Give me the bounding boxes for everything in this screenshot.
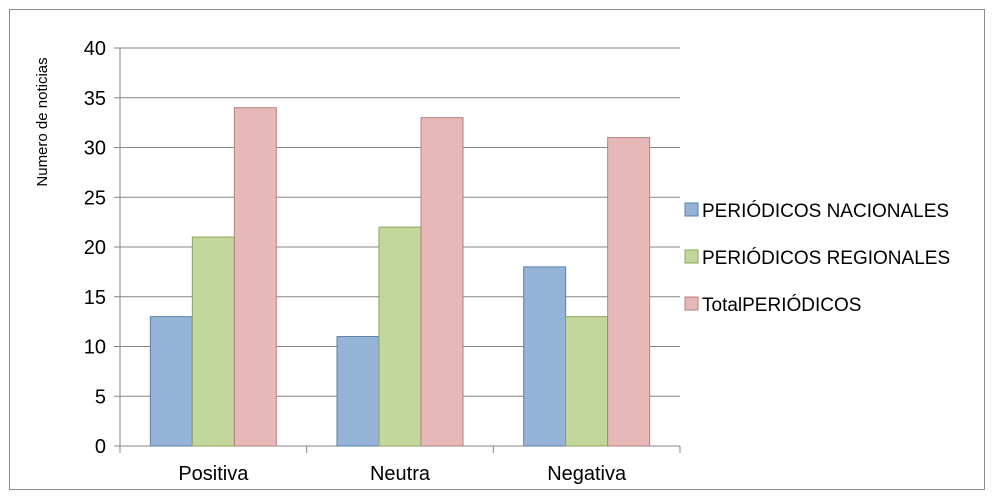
y-tick-label: 30 <box>84 138 106 160</box>
legend-swatch <box>684 202 699 217</box>
legend-label: TotalPERIÓDICOS <box>702 294 861 316</box>
bar <box>420 117 464 447</box>
legend-swatch <box>684 249 699 264</box>
bar <box>191 236 235 447</box>
y-tick-label: 40 <box>84 38 106 60</box>
legend-label: PERIÓDICOS NACIONALES <box>702 200 949 222</box>
bar <box>149 316 193 447</box>
bar <box>565 316 609 447</box>
y-tick-label: 20 <box>84 237 106 259</box>
y-tick-label: 15 <box>84 287 106 309</box>
bar <box>607 137 651 447</box>
y-tick-label: 10 <box>84 337 106 359</box>
bars <box>149 107 651 447</box>
y-axis-title: Numero de noticias <box>34 57 51 186</box>
x-category-label: Negativa <box>547 463 627 485</box>
y-tick-label: 0 <box>95 436 106 458</box>
bar <box>523 266 567 447</box>
bar <box>378 226 422 447</box>
y-tick-label: 5 <box>95 386 106 408</box>
y-tick-label: 35 <box>84 88 106 110</box>
legend-label: PERIÓDICOS REGIONALES <box>702 247 950 269</box>
bar <box>336 336 380 447</box>
legend-swatch <box>684 296 699 311</box>
legend: PERIÓDICOS NACIONALES PERIÓDICOS REGIONAL… <box>684 200 950 316</box>
x-category-label: Positiva <box>178 463 249 485</box>
bar <box>233 107 277 447</box>
x-category-label: Neutra <box>370 463 431 485</box>
y-tick-label: 25 <box>84 187 106 209</box>
axis-labels: 0 5 10 15 20 25 30 35 40 Positiva Neutra Negativa <box>84 38 627 485</box>
